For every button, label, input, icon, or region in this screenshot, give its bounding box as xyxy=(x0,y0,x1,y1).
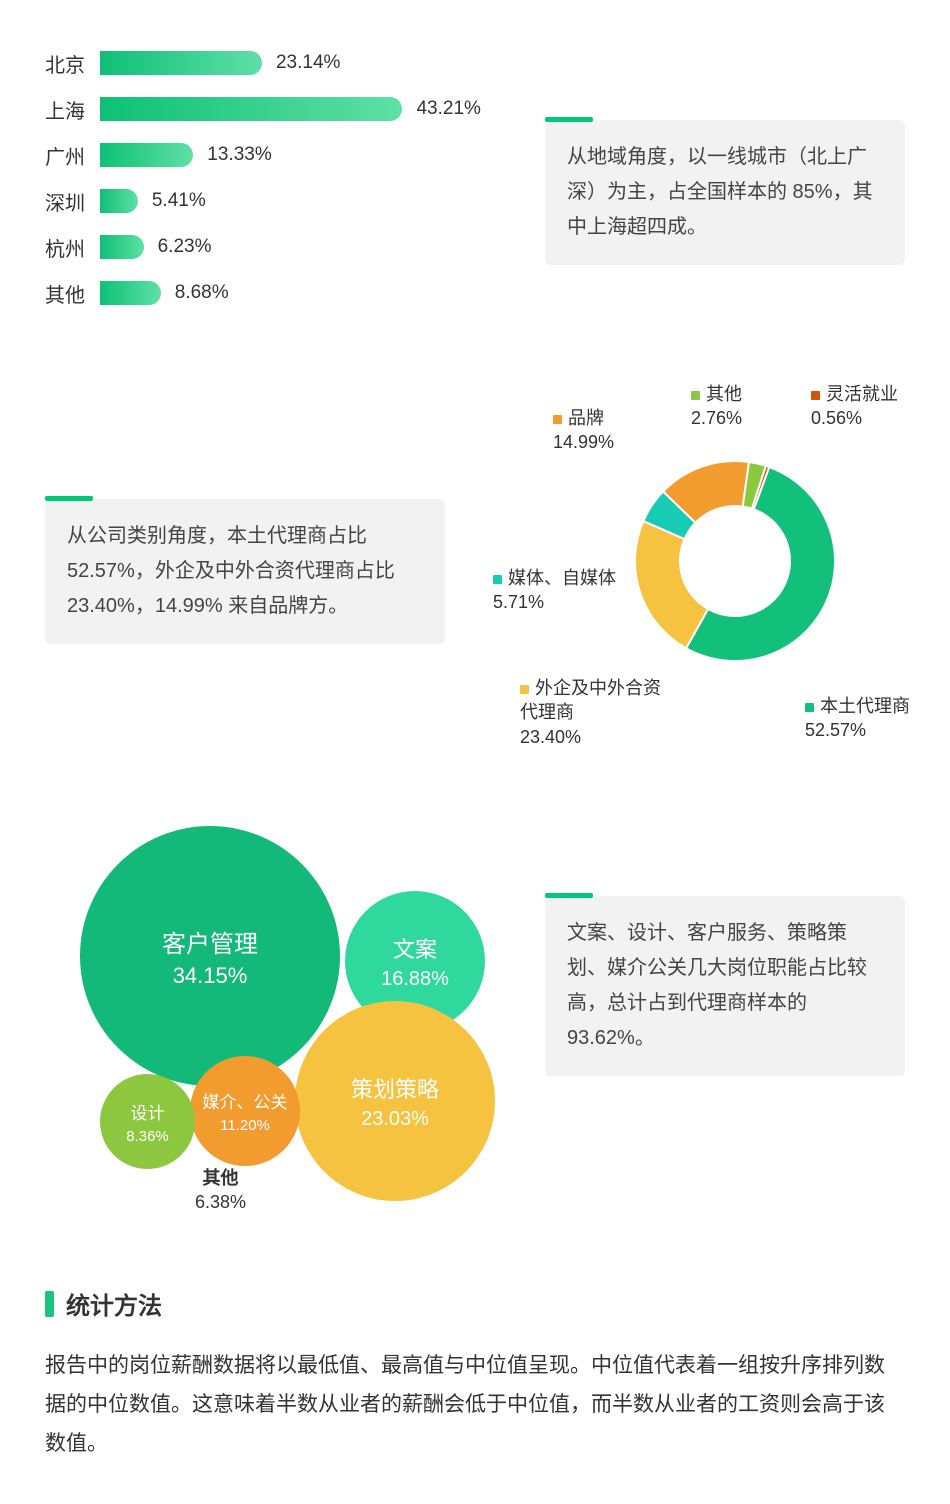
company-type-section: 从公司类别角度，本土代理商占比 52.57%，外企及中外合资代理商占比 23.4… xyxy=(45,376,905,766)
region-bar-label: 深圳 xyxy=(45,187,100,216)
role-bubble-name: 客户管理 xyxy=(162,924,258,959)
donut-slice-value: 0.56% xyxy=(811,406,898,430)
region-bar-label: 杭州 xyxy=(45,233,100,262)
company-type-note-text: 从公司类别角度，本土代理商占比 52.57%，外企及中外合资代理商占比 23.4… xyxy=(67,525,395,617)
region-bar-value: 23.14% xyxy=(276,52,340,74)
donut-slice-label: 媒体、自媒体5.71% xyxy=(493,566,616,615)
role-bubble-name: 媒介、公关 xyxy=(203,1088,288,1113)
donut-bullet-icon xyxy=(805,703,814,712)
methods-body-text: 报告中的岗位薪酬数据将以最低值、最高值与中位值呈现。中位值代表着一组按升序排列数… xyxy=(45,1354,885,1455)
region-bar-fill xyxy=(100,143,193,167)
region-bar-label: 其他 xyxy=(45,279,100,308)
donut-slice-name: 其他 xyxy=(706,384,742,404)
role-bubble-value: 34.15% xyxy=(173,963,248,989)
region-bar-fill xyxy=(100,51,262,75)
role-bubble: 客户管理 34.15% xyxy=(80,826,340,1086)
role-section: 客户管理 34.15% 文案 16.88% 策划策略 23.03% 媒介、公关 11.20% 设… xyxy=(45,826,905,1226)
region-bar-fill xyxy=(100,189,138,213)
donut-slice-label: 外企及中外合资代理商 23.40% xyxy=(520,676,661,749)
company-type-note: 从公司类别角度，本土代理商占比 52.57%，外企及中外合资代理商占比 23.4… xyxy=(45,499,445,644)
donut-slice-label: 其他2.76% xyxy=(691,382,742,431)
region-bar-row: 深圳 5.41% xyxy=(45,178,535,224)
region-bar-track: 8.68% xyxy=(100,281,229,305)
role-bubble-name: 文案 xyxy=(393,932,437,964)
role-bubble-value: 16.88% xyxy=(381,968,449,991)
role-bubble-ext-value: 6.38% xyxy=(195,1190,246,1214)
role-bubble: 媒介、公关 11.20% xyxy=(190,1056,300,1166)
role-bubble-value: 8.36% xyxy=(126,1128,169,1145)
donut-bullet-icon xyxy=(520,685,529,694)
donut-slice xyxy=(635,521,708,648)
company-type-donut: 本土代理商52.57% 外企及中外合资代理商 23.40% 媒体、自媒体5.71% 品牌… xyxy=(475,376,915,766)
donut-slice-label: 本土代理商52.57% xyxy=(805,694,910,743)
donut-slice-name: 媒体、自媒体 xyxy=(508,568,616,588)
role-bubble-value: 11.20% xyxy=(220,1117,270,1134)
donut-slice-value: 5.71% xyxy=(493,590,616,614)
region-bar-label: 广州 xyxy=(45,141,100,170)
donut-slice-value: 52.57% xyxy=(805,718,910,742)
methods-body: 报告中的岗位薪酬数据将以最低值、最高值与中位值呈现。中位值代表着一组按升序排列数… xyxy=(45,1347,905,1464)
donut-slice-value: 2.76% xyxy=(691,406,742,430)
donut-bullet-icon xyxy=(811,391,820,400)
donut-slice-label: 品牌14.99% xyxy=(553,406,614,455)
role-note-text: 文案、设计、客户服务、策略策划、媒介公关几大岗位职能占比较高，总计占到代理商样本… xyxy=(567,922,867,1049)
region-bar-track: 43.21% xyxy=(100,97,481,121)
region-bar-fill xyxy=(100,97,402,121)
region-note: 从地域角度，以一线城市（北上广深）为主，占全国样本的 85%，其中上海超四成。 xyxy=(545,120,905,265)
methods-title-text: 统计方法 xyxy=(66,1286,162,1321)
donut-slice-name: 外企及中外合资代理商 xyxy=(520,678,661,722)
donut-bullet-icon xyxy=(493,575,502,584)
role-bubble-name: 策划策略 xyxy=(351,1072,439,1104)
region-bar-value: 8.68% xyxy=(175,282,229,304)
region-bar-value: 13.33% xyxy=(207,144,271,166)
methods-title: 统计方法 xyxy=(45,1286,905,1321)
title-accent-bar xyxy=(45,1291,54,1317)
role-bubble-name: 设计 xyxy=(131,1099,165,1124)
region-bar-row: 北京 23.14% xyxy=(45,40,535,86)
region-section: 北京 23.14% 上海 43.21% 广州 13.33% 深圳 5.41% 杭州 6.23% 其他… xyxy=(45,40,905,316)
role-bubble: 设计 8.36% xyxy=(100,1074,195,1169)
region-bar-row: 广州 13.33% xyxy=(45,132,535,178)
role-note: 文案、设计、客户服务、策略策划、媒介公关几大岗位职能占比较高，总计占到代理商样本… xyxy=(545,896,905,1076)
donut-slice-name: 本土代理商 xyxy=(820,696,910,716)
region-bar-fill xyxy=(100,281,161,305)
region-bar-track: 6.23% xyxy=(100,235,211,259)
role-bubble-ext-name: 其他 xyxy=(195,1166,246,1190)
donut-slice-value: 14.99% xyxy=(553,430,614,454)
region-bar-value: 5.41% xyxy=(152,190,206,212)
region-bar-track: 13.33% xyxy=(100,143,272,167)
region-bar-row: 其他 8.68% xyxy=(45,270,535,316)
donut-slice-value: 23.40% xyxy=(520,725,661,749)
donut-bullet-icon xyxy=(553,415,562,424)
role-bubble-chart: 客户管理 34.15% 文案 16.88% 策划策略 23.03% 媒介、公关 11.20% 设… xyxy=(45,826,545,1226)
role-bubble-ext: 其他6.38% xyxy=(195,1166,246,1215)
donut-slice-label: 灵活就业0.56% xyxy=(811,382,898,431)
role-bubble-value: 23.03% xyxy=(361,1108,429,1131)
region-bar-value: 43.21% xyxy=(416,98,480,120)
methods-section: 统计方法 报告中的岗位薪酬数据将以最低值、最高值与中位值呈现。中位值代表着一组按… xyxy=(45,1286,905,1464)
donut-bullet-icon xyxy=(691,391,700,400)
region-note-text: 从地域角度，以一线城市（北上广深）为主，占全国样本的 85%，其中上海超四成。 xyxy=(567,146,873,238)
region-bar-row: 上海 43.21% xyxy=(45,86,535,132)
role-bubble: 策划策略 23.03% xyxy=(295,1001,495,1201)
region-bar-label: 北京 xyxy=(45,49,100,78)
region-bar-chart: 北京 23.14% 上海 43.21% 广州 13.33% 深圳 5.41% 杭州 6.23% 其他… xyxy=(45,40,535,316)
region-bar-value: 6.23% xyxy=(158,236,212,258)
region-bar-track: 23.14% xyxy=(100,51,340,75)
donut-slice-name: 品牌 xyxy=(568,408,604,428)
region-bar-row: 杭州 6.23% xyxy=(45,224,535,270)
donut-slice-name: 灵活就业 xyxy=(826,384,898,404)
region-bar-label: 上海 xyxy=(45,95,100,124)
region-bar-track: 5.41% xyxy=(100,189,206,213)
region-bar-fill xyxy=(100,235,144,259)
